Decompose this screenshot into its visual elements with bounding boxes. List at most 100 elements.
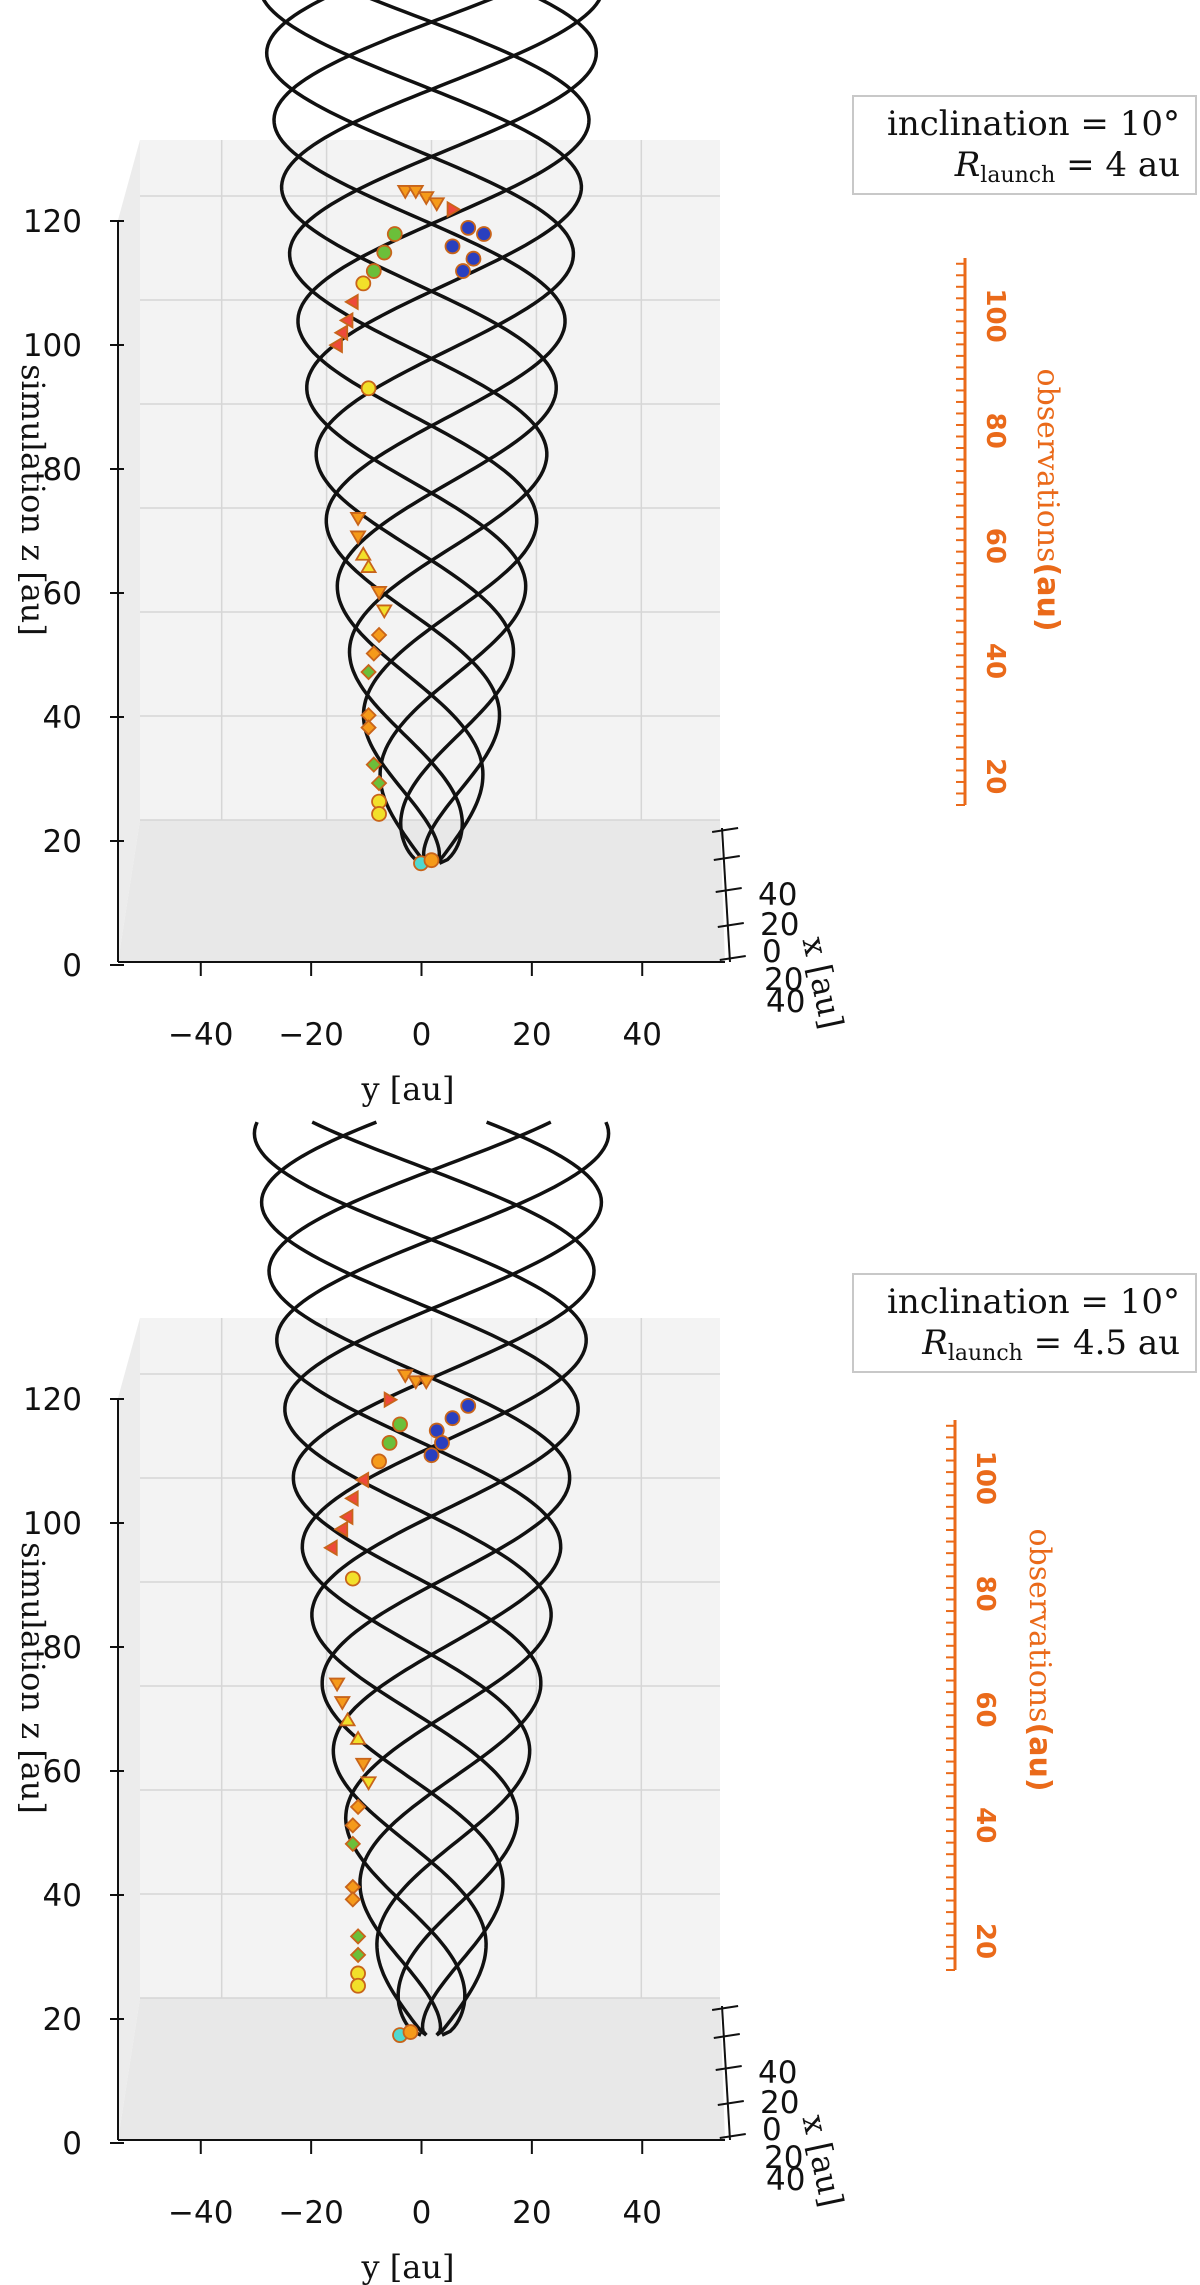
data-point	[365, 645, 383, 662]
depth-tick-mark	[713, 855, 740, 861]
depth-tick-mark	[711, 2005, 739, 2011]
data-point	[455, 263, 471, 279]
data-point	[333, 324, 349, 342]
back-wall	[140, 140, 720, 820]
data-point	[381, 1434, 398, 1451]
left-wall	[118, 1318, 140, 2140]
data-point	[423, 1447, 440, 1464]
y-tick-label: 0	[412, 1017, 432, 1053]
data-point	[417, 1375, 435, 1390]
data-point	[354, 546, 372, 561]
observations-tick-label: 80	[970, 1576, 1000, 1612]
data-point	[383, 1391, 399, 1409]
observations-tick-label: 80	[980, 413, 1010, 449]
grid-lines	[140, 1318, 720, 1999]
y-tick-label: −40	[168, 2195, 233, 2231]
observations-tick-label: 100	[970, 1451, 1000, 1505]
data-point	[344, 1835, 362, 1853]
depth-tick-label: 40	[766, 984, 805, 1020]
data-points	[328, 185, 492, 872]
helix-strand	[252, 1121, 588, 2037]
data-point	[375, 604, 393, 620]
data-point	[349, 1928, 367, 1945]
depth-tick-label: 40	[758, 2055, 797, 2091]
data-point	[371, 806, 387, 822]
z-tick-label: 80	[43, 1630, 82, 1666]
data-point	[460, 1397, 477, 1414]
data-point	[407, 1375, 425, 1390]
z-tick-label: 80	[43, 452, 82, 488]
data-point	[333, 1520, 349, 1538]
z-tick-label: 0	[62, 948, 82, 984]
data-point	[323, 1539, 338, 1557]
observations-axis: 100 80 60 40 20 observations(au)	[956, 258, 1065, 806]
depth-tick-label: 40	[766, 2162, 805, 2198]
y-tick-label: 40	[623, 1017, 662, 1053]
observations-tick-label: 100	[980, 288, 1010, 342]
data-point	[360, 380, 377, 397]
legend-rlaunch: Rlaunch = 4.5 au	[921, 1323, 1180, 1366]
y-axis-label: y [au]	[361, 1070, 455, 1108]
data-point	[446, 200, 462, 218]
z-tick-label: 120	[23, 1382, 82, 1418]
data-points	[323, 1369, 477, 2044]
data-point	[476, 226, 492, 242]
data-point	[349, 1798, 367, 1816]
z-tick-label: 100	[23, 1506, 82, 1542]
data-point	[359, 1776, 378, 1791]
observations-tick-label: 20	[980, 758, 1010, 794]
z-tick-label: 100	[23, 328, 82, 364]
z-tick-label: 0	[62, 2126, 82, 2162]
floor	[118, 820, 725, 962]
helix-streamlines	[252, 1120, 611, 2037]
floor	[118, 1998, 725, 2140]
legend-inclination: inclination = 10°	[887, 104, 1180, 144]
z-tick-label: 40	[43, 1878, 82, 1914]
data-point	[444, 1410, 461, 1427]
data-point	[355, 275, 372, 292]
z-ticks: 0 20 40 60 80 100 120	[23, 1382, 124, 2162]
y-tick-label: −20	[278, 2195, 343, 2231]
y-axis-label: y [au]	[361, 2248, 455, 2285]
z-tick-label: 40	[43, 700, 82, 736]
data-point	[392, 1416, 408, 1433]
depth-tick-label: 40	[758, 877, 797, 913]
depth-tick-mark	[719, 955, 746, 961]
data-point	[338, 311, 354, 329]
data-point	[370, 774, 388, 792]
z-ticks: 0 20 40 60 80 100 120	[23, 204, 124, 984]
data-point	[349, 530, 367, 546]
plot-clip-region	[118, 1120, 725, 2140]
y-ticks: −40 −20 0 20 40	[168, 962, 662, 1053]
depth-tick-mark	[717, 2100, 744, 2106]
x-axis-line	[721, 2005, 731, 2141]
observations-tick-label: 60	[980, 528, 1010, 564]
depth-tick-mark	[719, 2133, 746, 2139]
data-point	[365, 263, 382, 279]
data-point	[328, 1677, 346, 1693]
data-point	[349, 1730, 367, 1745]
data-point	[444, 238, 461, 255]
data-point	[360, 719, 377, 736]
observations-tick-label: 60	[970, 1691, 1000, 1727]
helix-strand	[267, 1120, 572, 2037]
data-point	[460, 219, 477, 236]
data-point	[465, 250, 482, 267]
y-tick-label: 0	[412, 2195, 432, 2231]
y-tick-label: −40	[168, 1017, 233, 1053]
z-tick-label: 60	[43, 576, 82, 612]
data-point	[344, 1489, 359, 1507]
y-tick-label: 20	[512, 1017, 551, 1053]
data-point	[365, 756, 383, 773]
data-point	[338, 1711, 357, 1727]
data-point	[328, 336, 343, 354]
data-point	[434, 1434, 450, 1451]
helix-strand	[261, 0, 584, 865]
data-point	[344, 1817, 362, 1834]
data-point	[354, 1757, 372, 1773]
observations-tick-label: 40	[980, 643, 1010, 679]
observations-label: observations(au)	[1030, 368, 1065, 631]
